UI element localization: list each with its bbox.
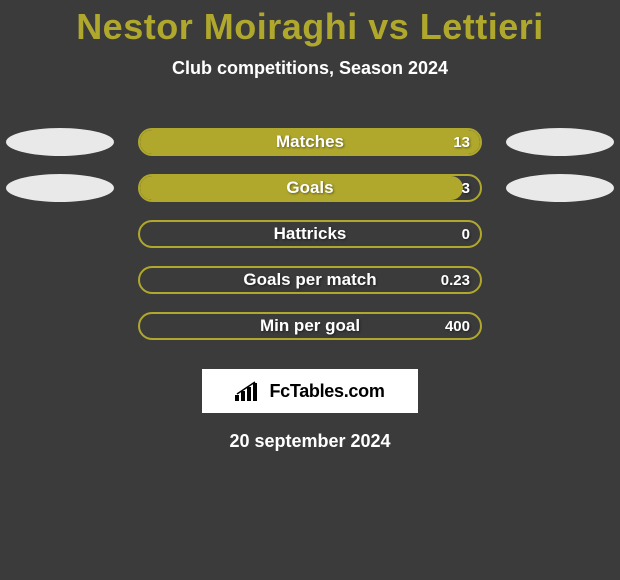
stat-row: Matches13	[0, 119, 620, 165]
stat-row: Goals per match0.23	[0, 257, 620, 303]
side-ellipse	[6, 174, 114, 202]
bar-track: Matches13	[138, 128, 482, 156]
date-text: 20 september 2024	[0, 431, 620, 452]
side-ellipse	[506, 174, 614, 202]
brand-text: FcTables.com	[269, 381, 384, 402]
stat-row: Min per goal400	[0, 303, 620, 349]
bar-track: Goals3	[138, 174, 482, 202]
bar-value: 0	[462, 222, 470, 246]
bar-value: 400	[445, 314, 470, 338]
bar-label: Goals per match	[140, 268, 480, 292]
bar-track: Goals per match0.23	[138, 266, 482, 294]
subtitle: Club competitions, Season 2024	[0, 58, 620, 79]
bar-track: Hattricks0	[138, 220, 482, 248]
brand-badge: FcTables.com	[202, 369, 418, 413]
bars-icon	[235, 381, 261, 401]
bar-value: 0.23	[441, 268, 470, 292]
side-ellipse	[6, 128, 114, 156]
stat-row: Hattricks0	[0, 211, 620, 257]
bar-value: 13	[453, 130, 470, 154]
stat-row: Goals3	[0, 165, 620, 211]
infographic-root: Nestor Moiraghi vs Lettieri Club competi…	[0, 0, 620, 452]
bar-label: Hattricks	[140, 222, 480, 246]
stats-section: Matches13 Goals3 Hattricks0 Goals per match…	[0, 119, 620, 349]
bar-label: Matches	[140, 130, 480, 154]
side-ellipse	[506, 128, 614, 156]
bar-label: Goals	[140, 176, 480, 200]
bar-label: Min per goal	[140, 314, 480, 338]
bar-value: 3	[462, 176, 470, 200]
bar-track: Min per goal400	[138, 312, 482, 340]
page-title: Nestor Moiraghi vs Lettieri	[0, 6, 620, 48]
